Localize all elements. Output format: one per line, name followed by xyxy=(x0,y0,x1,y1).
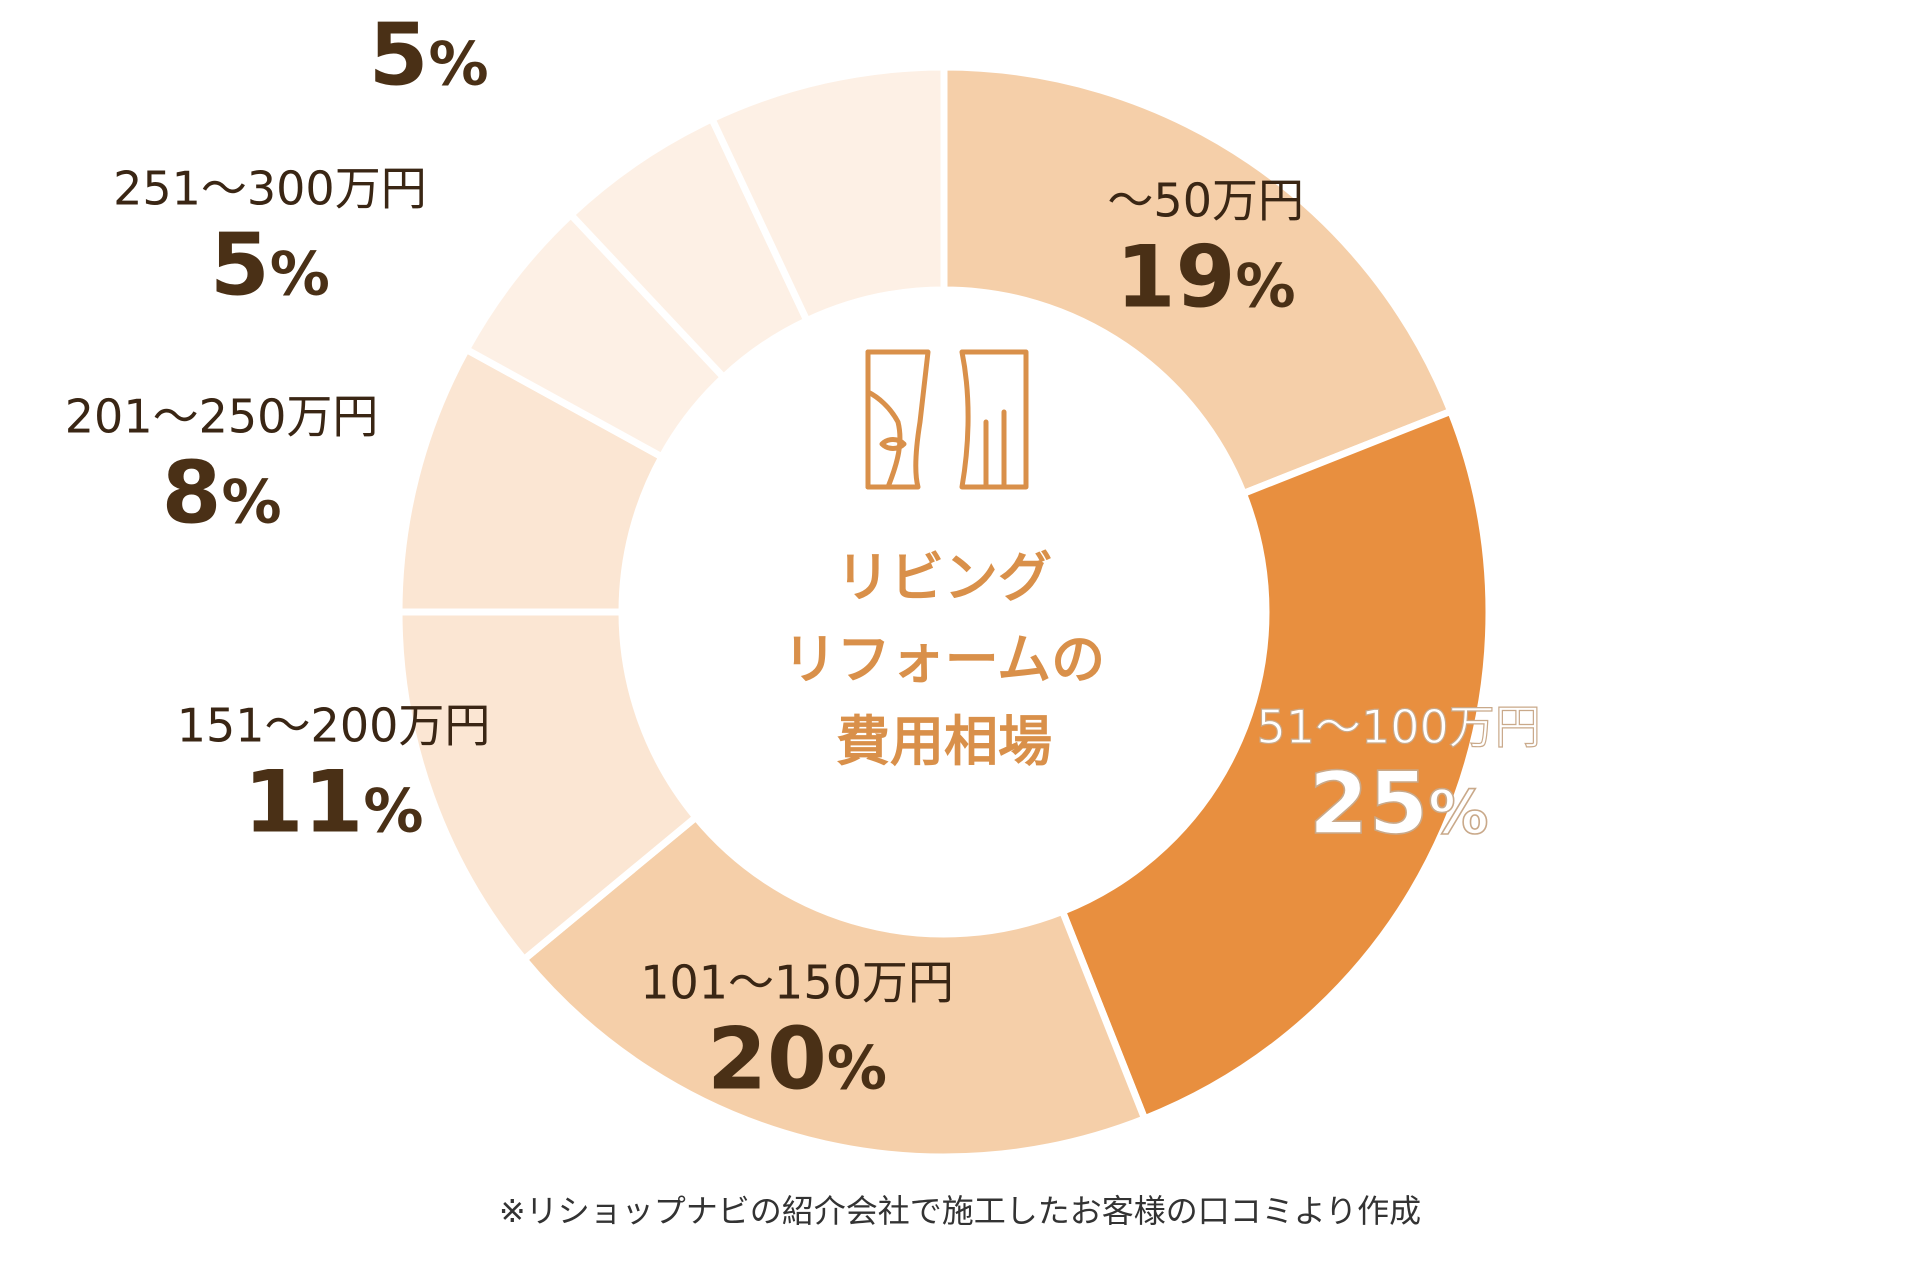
range-label-3: 101〜150万円 xyxy=(640,955,954,1009)
pct-label-4: 11% xyxy=(244,752,424,852)
pct-label-3: 20% xyxy=(707,1009,887,1109)
center-title-line-3: 費用相場 xyxy=(836,710,1052,773)
range-label-7: 301〜350万円 xyxy=(272,0,586,5)
pct-label-5: 8% xyxy=(162,444,282,544)
pct-label-1: 19% xyxy=(1116,227,1296,327)
curtain-icon xyxy=(865,349,1029,490)
center-title-line-2: リフォームの xyxy=(783,628,1105,691)
pct-label-2: 25% xyxy=(1309,754,1489,854)
slice-1 xyxy=(940,63,1456,499)
range-label-4: 151〜200万円 xyxy=(177,698,491,752)
pct-label-7: 5% xyxy=(369,5,489,105)
pct-label-6: 5% xyxy=(210,215,330,315)
slice-2 xyxy=(1057,406,1493,1124)
slice-8 xyxy=(707,63,948,326)
range-label-1: 〜50万円 xyxy=(1107,173,1304,227)
range-label-5: 201〜250万円 xyxy=(65,390,379,444)
slice-label-group-7: 301〜350万円5% xyxy=(272,0,586,105)
slice-3 xyxy=(519,812,1150,1161)
range-label-6: 251〜300万円 xyxy=(113,161,427,215)
range-label-2: 51〜100万円 xyxy=(1256,700,1540,754)
slice-4 xyxy=(395,608,701,965)
center-title-line-1: リビング xyxy=(836,546,1052,609)
center-layer: リビング リフォームの 費用相場 xyxy=(783,349,1105,773)
slices-layer xyxy=(395,63,1493,1161)
footnote: ※リショップナビの紹介会社で施工したお客様の口コミより作成 xyxy=(498,1192,1422,1230)
